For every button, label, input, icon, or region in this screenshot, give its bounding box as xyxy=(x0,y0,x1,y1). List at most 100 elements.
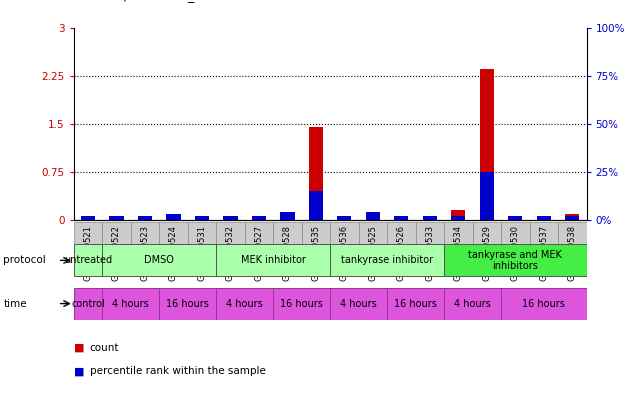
Bar xyxy=(216,244,330,276)
Text: GSM1340536: GSM1340536 xyxy=(340,225,349,281)
Bar xyxy=(195,216,209,220)
Bar xyxy=(309,191,323,220)
Text: ■: ■ xyxy=(74,366,84,376)
Bar xyxy=(81,219,95,220)
Bar xyxy=(302,222,330,244)
Bar xyxy=(252,216,266,220)
Bar xyxy=(195,219,209,220)
Text: control: control xyxy=(71,299,105,309)
Bar xyxy=(444,222,472,244)
Text: GSM1340534: GSM1340534 xyxy=(454,225,463,281)
Bar xyxy=(330,222,358,244)
Bar xyxy=(245,222,273,244)
Text: GSM1340537: GSM1340537 xyxy=(539,225,548,281)
Text: 4 hours: 4 hours xyxy=(340,299,377,309)
Bar xyxy=(444,288,501,320)
Bar xyxy=(102,244,216,276)
Bar xyxy=(394,217,408,220)
Text: GSM1340530: GSM1340530 xyxy=(511,225,520,281)
Bar xyxy=(159,222,188,244)
Text: tankyrase inhibitor: tankyrase inhibitor xyxy=(341,255,433,265)
Text: GSM1340522: GSM1340522 xyxy=(112,225,121,281)
Bar xyxy=(451,211,465,220)
Bar xyxy=(216,288,273,320)
Bar xyxy=(472,222,501,244)
Text: untreated: untreated xyxy=(64,255,112,265)
Bar xyxy=(529,222,558,244)
Bar xyxy=(537,217,551,220)
Bar xyxy=(422,217,437,220)
Text: GSM1340531: GSM1340531 xyxy=(197,225,206,281)
Bar xyxy=(394,216,408,220)
Bar xyxy=(280,212,294,220)
Text: GSM1340523: GSM1340523 xyxy=(140,225,149,281)
Bar xyxy=(358,222,387,244)
Bar xyxy=(273,222,302,244)
Text: percentile rank within the sample: percentile rank within the sample xyxy=(90,366,265,376)
Text: DMSO: DMSO xyxy=(144,255,174,265)
Text: ■: ■ xyxy=(74,343,84,353)
Bar xyxy=(508,216,522,220)
Bar xyxy=(501,222,529,244)
Text: GDS5029 / 1556598_at: GDS5029 / 1556598_at xyxy=(61,0,207,2)
Text: count: count xyxy=(90,343,119,353)
Text: tankyrase and MEK
inhibitors: tankyrase and MEK inhibitors xyxy=(469,250,562,271)
Text: GSM1340526: GSM1340526 xyxy=(397,225,406,281)
Text: 16 hours: 16 hours xyxy=(522,299,565,309)
Bar xyxy=(280,219,294,220)
Bar xyxy=(273,288,330,320)
Bar xyxy=(223,219,238,220)
Bar xyxy=(166,219,181,220)
Bar xyxy=(131,222,159,244)
Text: GSM1340532: GSM1340532 xyxy=(226,225,235,281)
Bar xyxy=(159,288,216,320)
Text: GSM1340524: GSM1340524 xyxy=(169,225,178,281)
Text: GSM1340533: GSM1340533 xyxy=(426,225,435,281)
Bar xyxy=(252,217,266,220)
Bar xyxy=(309,127,323,220)
Bar xyxy=(387,288,444,320)
Bar xyxy=(216,222,245,244)
Bar xyxy=(479,69,494,220)
Bar xyxy=(74,244,102,276)
Bar xyxy=(501,288,587,320)
Bar xyxy=(451,216,465,220)
Text: time: time xyxy=(3,299,27,309)
Text: GSM1340538: GSM1340538 xyxy=(568,225,577,281)
Bar xyxy=(330,288,387,320)
Bar xyxy=(387,222,415,244)
Bar xyxy=(138,216,152,220)
Bar xyxy=(81,216,95,220)
Text: 4 hours: 4 hours xyxy=(226,299,263,309)
Bar xyxy=(102,222,131,244)
Text: MEK inhibitor: MEK inhibitor xyxy=(241,255,306,265)
Bar xyxy=(537,216,551,220)
Text: GSM1340527: GSM1340527 xyxy=(254,225,263,281)
Text: 4 hours: 4 hours xyxy=(454,299,491,309)
Bar xyxy=(366,219,380,220)
Bar xyxy=(74,222,102,244)
Bar xyxy=(415,222,444,244)
Bar xyxy=(337,219,351,220)
Text: 16 hours: 16 hours xyxy=(280,299,323,309)
Bar xyxy=(223,216,238,220)
Bar xyxy=(422,216,437,220)
Bar xyxy=(102,288,159,320)
Text: GSM1340535: GSM1340535 xyxy=(312,225,320,281)
Bar xyxy=(508,219,522,220)
Text: protocol: protocol xyxy=(3,255,46,265)
Bar xyxy=(565,214,579,220)
Bar xyxy=(366,212,380,220)
Bar xyxy=(479,172,494,220)
Bar xyxy=(337,216,351,220)
Text: 16 hours: 16 hours xyxy=(394,299,437,309)
Bar xyxy=(166,214,181,220)
Bar xyxy=(330,244,444,276)
Bar xyxy=(74,288,102,320)
Text: GSM1340525: GSM1340525 xyxy=(369,225,378,281)
Bar xyxy=(138,219,152,220)
Bar xyxy=(444,244,587,276)
Text: 4 hours: 4 hours xyxy=(112,299,149,309)
Text: GSM1340529: GSM1340529 xyxy=(482,225,491,281)
Bar xyxy=(188,222,216,244)
